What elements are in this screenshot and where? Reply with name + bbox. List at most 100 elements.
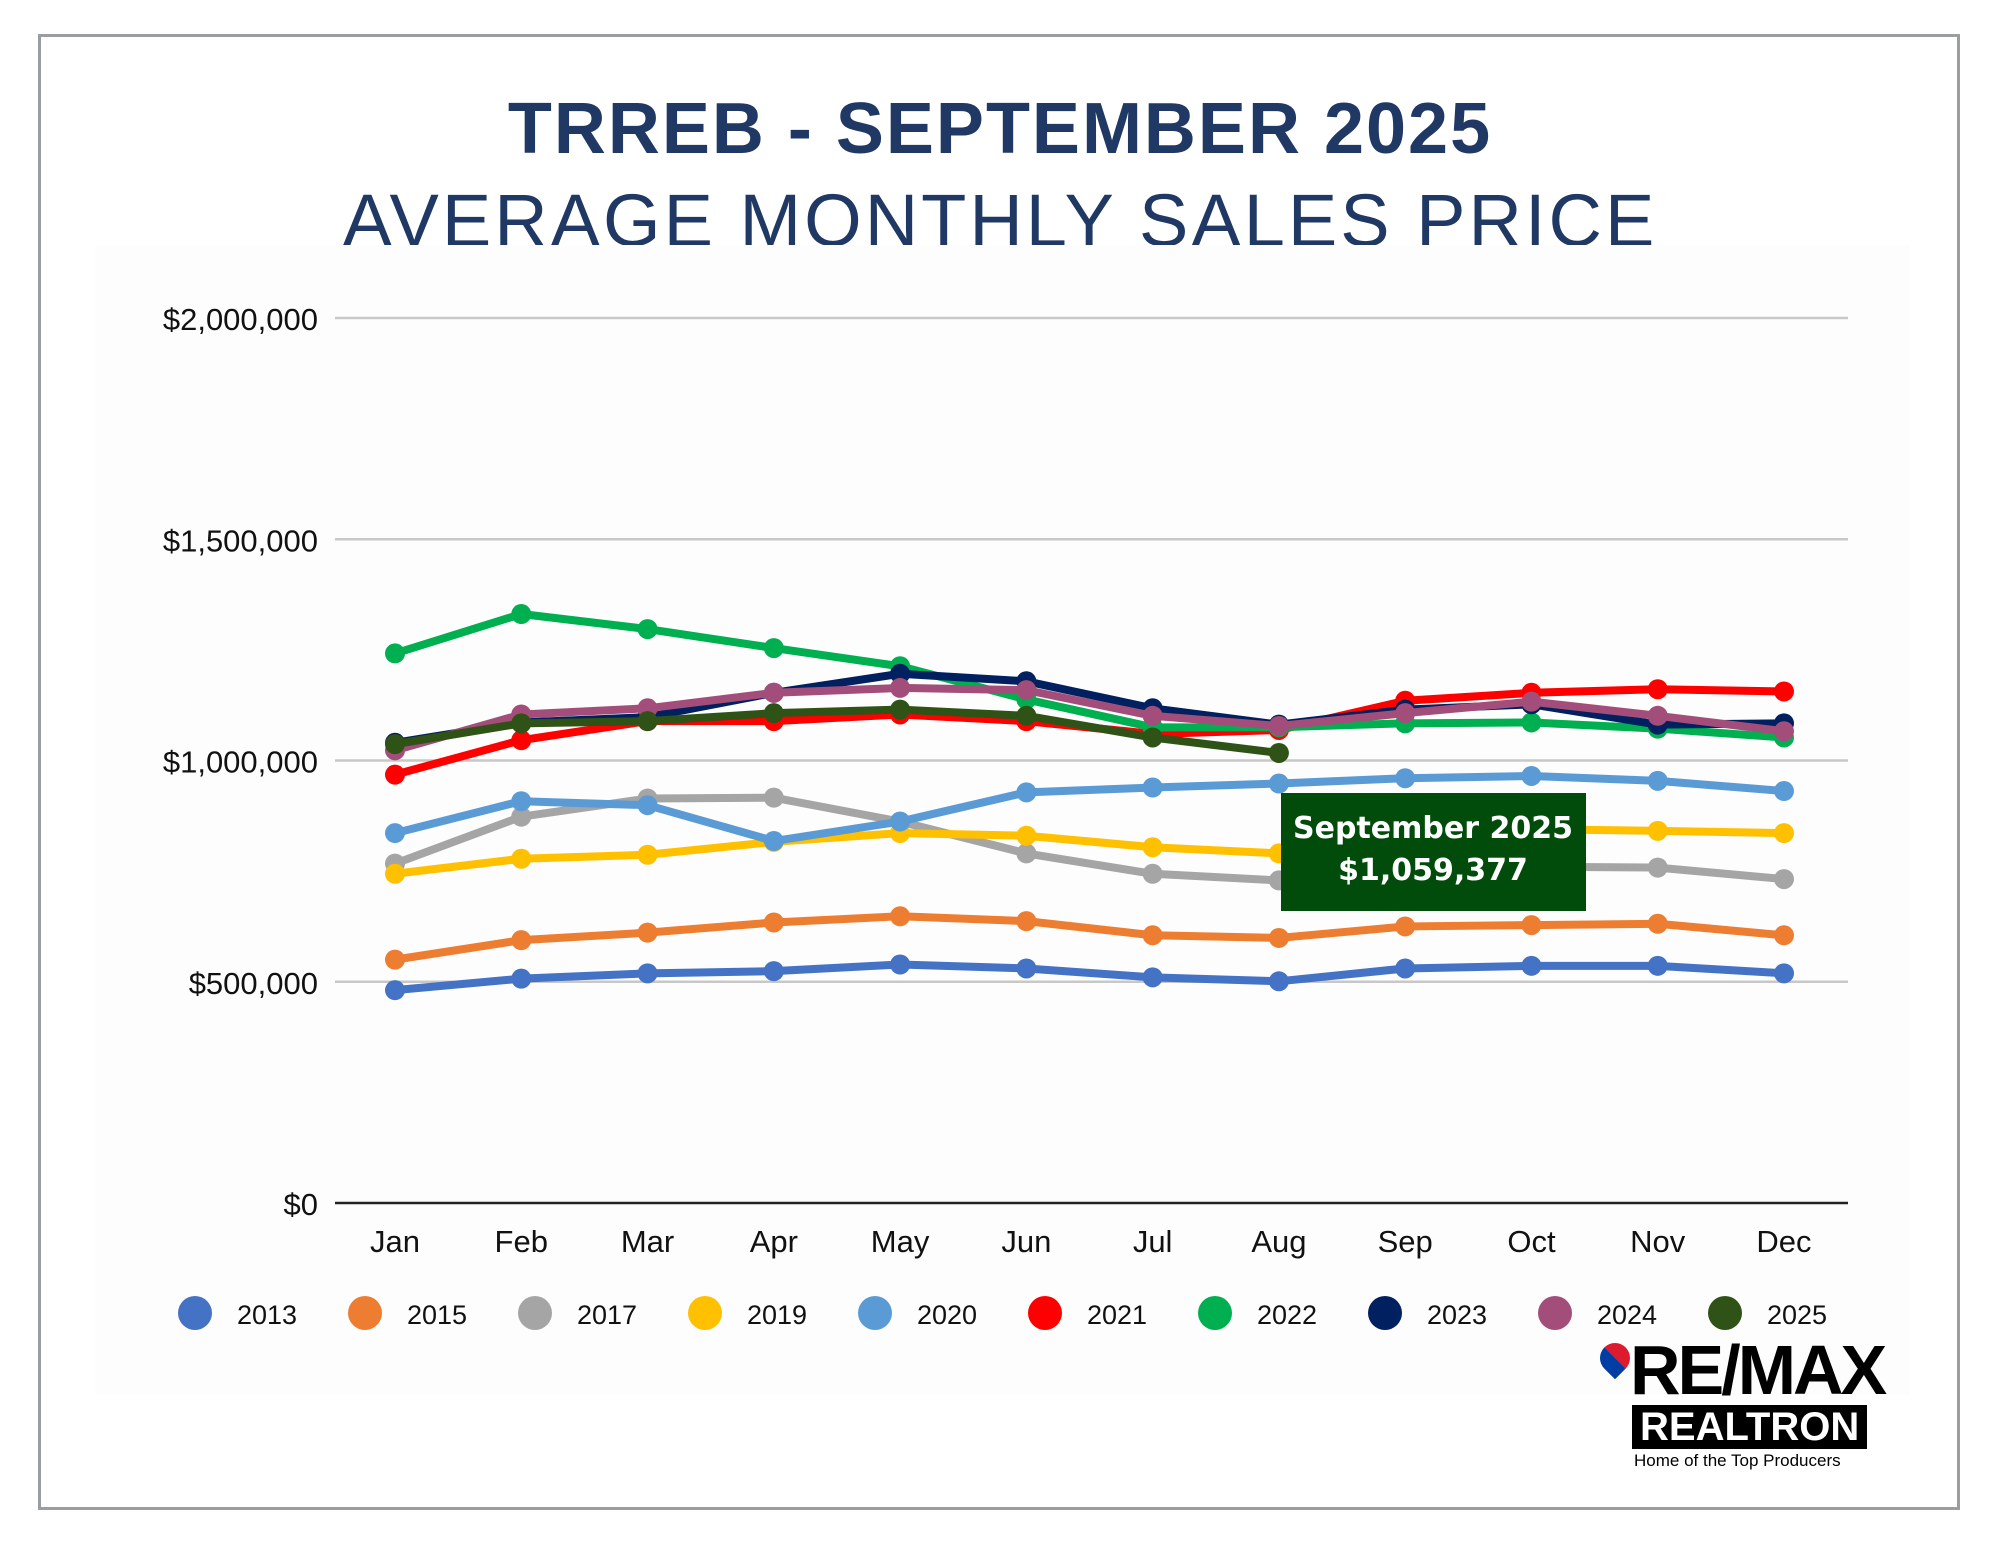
legend-marker-2025 — [1708, 1296, 1742, 1330]
legend-label: 2015 — [407, 1300, 467, 1330]
data-point-2015 — [1521, 915, 1542, 936]
data-point-2025 — [637, 711, 658, 732]
data-point-2019 — [637, 844, 658, 865]
legend-label: 2025 — [1767, 1300, 1827, 1330]
data-point-2024 — [1647, 705, 1668, 726]
data-point-2020 — [637, 795, 658, 816]
x-tick-label: May — [871, 1224, 930, 1259]
data-point-2020 — [1142, 777, 1163, 798]
data-point-2017 — [1016, 843, 1037, 864]
legend-marker-2015 — [348, 1296, 382, 1330]
data-point-2020 — [1647, 770, 1668, 791]
data-point-2015 — [1268, 927, 1289, 948]
data-point-2013 — [763, 961, 784, 982]
data-point-2015 — [385, 949, 405, 970]
data-point-2017 — [1647, 857, 1668, 878]
annotation-label: September 2025 — [1293, 811, 1573, 846]
legend-label: 2024 — [1597, 1300, 1657, 1330]
legend-marker-2024 — [1538, 1296, 1572, 1330]
data-point-2020 — [1774, 781, 1794, 802]
data-point-2021 — [1647, 679, 1668, 700]
series-line-2022 — [393, 610, 1785, 742]
logo-brand: RE/MAX — [1630, 1331, 1887, 1409]
data-point-2019 — [1142, 837, 1163, 858]
data-point-2015 — [637, 922, 658, 943]
data-point-2021 — [385, 764, 405, 785]
series-line-2020 — [394, 771, 1785, 846]
data-point-2013 — [637, 963, 658, 984]
data-point-2024 — [1016, 680, 1037, 701]
x-tick-label: Aug — [1251, 1224, 1306, 1259]
data-point-2015 — [1395, 916, 1416, 937]
x-tick-label: Jul — [1133, 1224, 1173, 1259]
y-tick-label: $1,000,000 — [163, 745, 318, 780]
data-point-2013 — [1142, 967, 1163, 988]
y-tick-label: $0 — [284, 1187, 318, 1222]
data-point-2022 — [385, 643, 405, 664]
data-point-2015 — [1774, 925, 1794, 946]
data-point-2019 — [1647, 820, 1668, 841]
legend-label: 2021 — [1087, 1300, 1147, 1330]
legend-marker-2023 — [1368, 1296, 1402, 1330]
data-point-2023 — [890, 663, 911, 684]
chart-title: TRREB - SEPTEMBER 2025 — [507, 89, 1493, 169]
data-point-2019 — [1774, 823, 1794, 844]
data-point-2020 — [511, 791, 532, 812]
data-point-2025 — [1142, 727, 1163, 748]
data-point-2020 — [385, 823, 405, 844]
data-point-2015 — [511, 930, 532, 951]
remax-realtron-logo: RE/MAX REALTRON Home of the Top Producer… — [1593, 1331, 1900, 1470]
data-point-2013 — [890, 954, 911, 975]
chart-frame — [38, 34, 1960, 1510]
data-point-2021 — [511, 730, 532, 751]
data-point-2013 — [1521, 955, 1542, 976]
series-line-2015 — [394, 912, 1785, 964]
x-tick-label: Jan — [370, 1224, 420, 1259]
data-point-2022 — [511, 604, 532, 625]
data-point-2013 — [1774, 963, 1794, 984]
plot-background — [95, 245, 1910, 1395]
x-tick-label: Mar — [621, 1224, 674, 1259]
data-point-2013 — [1016, 958, 1037, 979]
x-tick-label: Apr — [750, 1224, 798, 1259]
logo-tagline: Home of the Top Producers — [1634, 1451, 1841, 1470]
legend-label: 2017 — [577, 1300, 637, 1330]
data-point-2025 — [763, 703, 784, 724]
y-tick-label: $500,000 — [189, 966, 318, 1001]
logo-name: REALTRON — [1632, 1405, 1868, 1449]
data-point-2017 — [511, 806, 532, 827]
data-point-2024 — [890, 677, 911, 698]
series-line-2025 — [394, 705, 1280, 757]
x-tick-label: Dec — [1756, 1224, 1811, 1259]
data-point-2024 — [1268, 715, 1289, 736]
annotation-value: $1,059,377 — [1338, 853, 1528, 888]
data-point-2017 — [1774, 869, 1794, 890]
data-point-2021 — [1774, 681, 1794, 702]
legend-label: 2022 — [1257, 1300, 1317, 1330]
data-point-2015 — [1016, 911, 1037, 932]
legend-marker-2020 — [858, 1296, 892, 1330]
data-point-2015 — [890, 906, 911, 927]
data-point-2025 — [1016, 705, 1037, 726]
x-tick-label: Feb — [495, 1224, 548, 1259]
data-point-2020 — [1268, 773, 1289, 794]
data-point-2017 — [763, 787, 784, 808]
x-tick-label: Sep — [1378, 1224, 1433, 1259]
legend-marker-2017 — [518, 1296, 552, 1330]
data-point-2024 — [763, 682, 784, 703]
legend-marker-2013 — [178, 1296, 212, 1330]
data-point-2015 — [1142, 925, 1163, 946]
data-point-2024 — [1142, 705, 1163, 726]
data-point-2025 — [385, 734, 405, 755]
data-point-2013 — [511, 968, 532, 989]
data-point-2024 — [1774, 721, 1794, 742]
data-point-2025 — [511, 713, 532, 734]
data-point-2015 — [763, 912, 784, 933]
data-point-2013 — [1268, 971, 1289, 992]
legend-label: 2023 — [1427, 1300, 1487, 1330]
data-point-2020 — [763, 831, 784, 852]
data-point-2020 — [1521, 765, 1542, 786]
data-point-2024 — [1521, 691, 1542, 712]
x-tick-label: Nov — [1630, 1224, 1686, 1259]
